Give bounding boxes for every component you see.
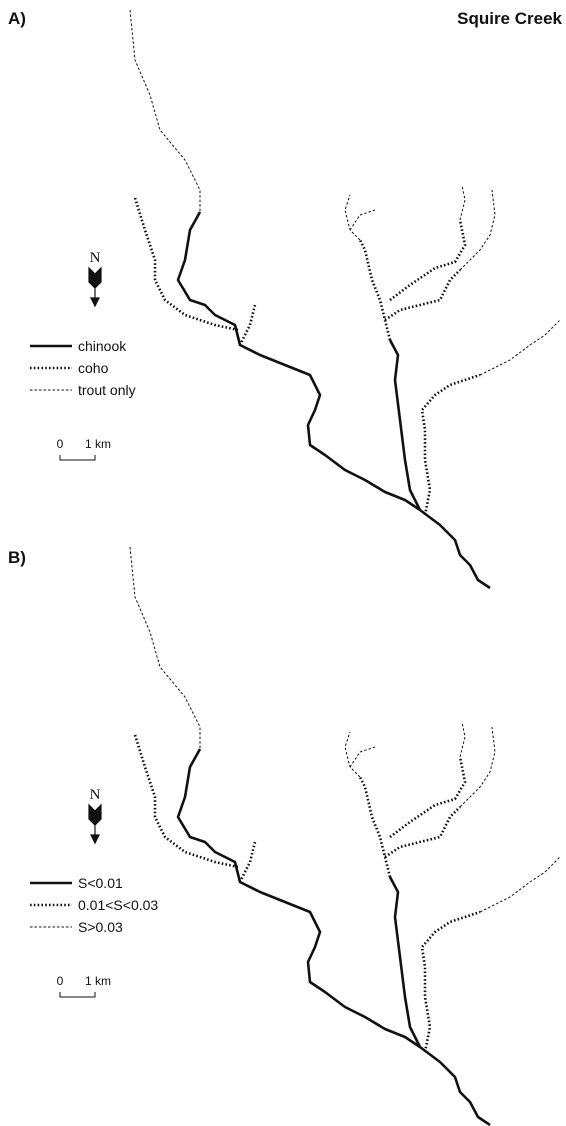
scale-label: 0 xyxy=(57,437,64,451)
stream-reach xyxy=(388,338,422,512)
panel-label: A) xyxy=(8,9,26,28)
panel-label: B) xyxy=(8,548,26,567)
scale-label: 1 km xyxy=(85,974,111,988)
north-label: N xyxy=(90,787,101,803)
stream-reach xyxy=(129,546,201,750)
north-label: N xyxy=(90,250,101,266)
stream-reach xyxy=(238,840,257,884)
stream-reach xyxy=(129,9,201,213)
legend-label: trout only xyxy=(78,382,136,398)
stream-reach xyxy=(388,875,422,1049)
stream-reach xyxy=(358,218,467,342)
legend-label: S>0.03 xyxy=(78,919,123,935)
north-arrow xyxy=(88,266,102,308)
north-arrow xyxy=(88,803,102,845)
stream-reach xyxy=(133,733,240,869)
stream-reach xyxy=(344,721,496,808)
stream-reach xyxy=(133,196,240,332)
stream-reach xyxy=(238,303,257,347)
panel-b: B) N S<0.01 0.01<S<0.03 S>0.03 0 1 km xyxy=(8,546,561,1126)
legend-label: 0.01<S<0.03 xyxy=(78,897,158,913)
panel-a: A) Squire Creek N chinook coho trout onl… xyxy=(8,9,563,590)
stream-reach xyxy=(479,856,561,913)
map-title: Squire Creek xyxy=(457,9,562,28)
scale-label: 0 xyxy=(57,974,64,988)
stream-reach xyxy=(176,747,492,1126)
scale-bar xyxy=(59,992,96,998)
stream-reach xyxy=(344,184,496,271)
legend-label: S<0.01 xyxy=(78,875,123,891)
scale-label: 1 km xyxy=(85,437,111,451)
stream-reach xyxy=(176,210,492,590)
stream-reach xyxy=(479,319,561,376)
stream-reach xyxy=(420,373,482,517)
stream-reach xyxy=(358,755,467,879)
legend-label: chinook xyxy=(78,338,127,354)
stream-reach xyxy=(420,910,482,1054)
scale-bar xyxy=(59,455,96,461)
legend-label: coho xyxy=(78,360,109,376)
